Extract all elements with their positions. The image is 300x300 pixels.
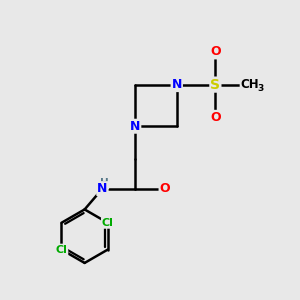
Text: S: S: [210, 78, 220, 92]
Text: 3: 3: [258, 84, 264, 93]
Text: O: O: [210, 111, 221, 124]
Text: Cl: Cl: [102, 218, 114, 228]
Text: Cl: Cl: [56, 244, 68, 255]
Text: N: N: [97, 182, 108, 195]
Text: O: O: [160, 182, 170, 195]
Text: N: N: [130, 120, 140, 133]
Text: N: N: [172, 78, 182, 91]
Text: CH: CH: [240, 78, 259, 91]
Text: H: H: [100, 178, 108, 188]
Text: O: O: [210, 45, 221, 58]
